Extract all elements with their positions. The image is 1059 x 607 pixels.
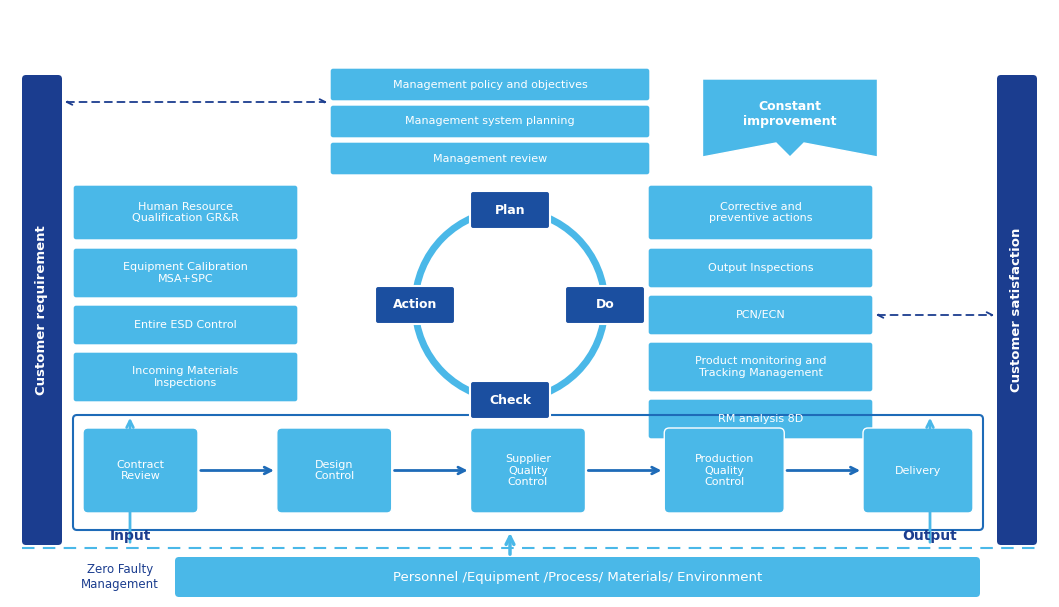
Text: Management policy and objectives: Management policy and objectives: [393, 80, 588, 89]
FancyBboxPatch shape: [648, 185, 873, 240]
Text: Entire ESD Control: Entire ESD Control: [134, 320, 237, 330]
Text: Output Inspections: Output Inspections: [707, 263, 813, 273]
Text: PCN/ECN: PCN/ECN: [736, 310, 786, 320]
Text: Corrective and
preventive actions: Corrective and preventive actions: [708, 202, 812, 223]
Text: Personnel /Equipment /Process/ Materials/ Environment: Personnel /Equipment /Process/ Materials…: [393, 571, 762, 583]
FancyBboxPatch shape: [470, 428, 586, 513]
FancyBboxPatch shape: [664, 428, 785, 513]
Text: Equipment Calibration
MSA+SPC: Equipment Calibration MSA+SPC: [123, 262, 248, 284]
Text: Action: Action: [393, 299, 437, 311]
FancyBboxPatch shape: [375, 286, 455, 324]
FancyBboxPatch shape: [276, 428, 392, 513]
FancyBboxPatch shape: [648, 342, 873, 392]
Text: Check: Check: [489, 393, 531, 407]
Text: Human Resource
Qualification GR&R: Human Resource Qualification GR&R: [132, 202, 239, 223]
Text: Constant
improvement: Constant improvement: [743, 100, 837, 128]
FancyBboxPatch shape: [83, 428, 198, 513]
FancyBboxPatch shape: [73, 248, 298, 298]
FancyBboxPatch shape: [997, 75, 1037, 545]
Text: Do: Do: [595, 299, 614, 311]
Text: Customer satisfaction: Customer satisfaction: [1010, 228, 1023, 392]
FancyBboxPatch shape: [470, 191, 550, 229]
Text: Design
Control: Design Control: [315, 459, 355, 481]
FancyBboxPatch shape: [470, 381, 550, 419]
Text: Management system planning: Management system planning: [406, 117, 575, 126]
Text: Output: Output: [902, 529, 957, 543]
FancyBboxPatch shape: [648, 295, 873, 335]
FancyBboxPatch shape: [175, 557, 980, 597]
Text: Customer requirement: Customer requirement: [36, 225, 49, 395]
Text: Production
Quality
Control: Production Quality Control: [695, 454, 754, 487]
FancyBboxPatch shape: [648, 399, 873, 439]
Text: Contract
Review: Contract Review: [116, 459, 164, 481]
Text: Plan: Plan: [495, 203, 525, 217]
Text: Supplier
Quality
Control: Supplier Quality Control: [505, 454, 551, 487]
FancyBboxPatch shape: [330, 142, 650, 175]
FancyBboxPatch shape: [330, 105, 650, 138]
Text: Zero Faulty
Management: Zero Faulty Management: [82, 563, 159, 591]
FancyBboxPatch shape: [330, 68, 650, 101]
FancyBboxPatch shape: [22, 75, 62, 545]
Text: Delivery: Delivery: [895, 466, 941, 475]
Text: Incoming Materials
Inspections: Incoming Materials Inspections: [132, 366, 238, 388]
FancyBboxPatch shape: [73, 305, 298, 345]
FancyBboxPatch shape: [566, 286, 645, 324]
Text: Product monitoring and
Tracking Management: Product monitoring and Tracking Manageme…: [695, 356, 826, 378]
FancyBboxPatch shape: [863, 428, 973, 513]
FancyBboxPatch shape: [73, 185, 298, 240]
Text: Input: Input: [109, 529, 150, 543]
Polygon shape: [702, 79, 878, 157]
FancyBboxPatch shape: [648, 248, 873, 288]
FancyBboxPatch shape: [73, 352, 298, 402]
Text: RM analysis 8D: RM analysis 8D: [718, 414, 803, 424]
Text: Management review: Management review: [433, 154, 548, 163]
